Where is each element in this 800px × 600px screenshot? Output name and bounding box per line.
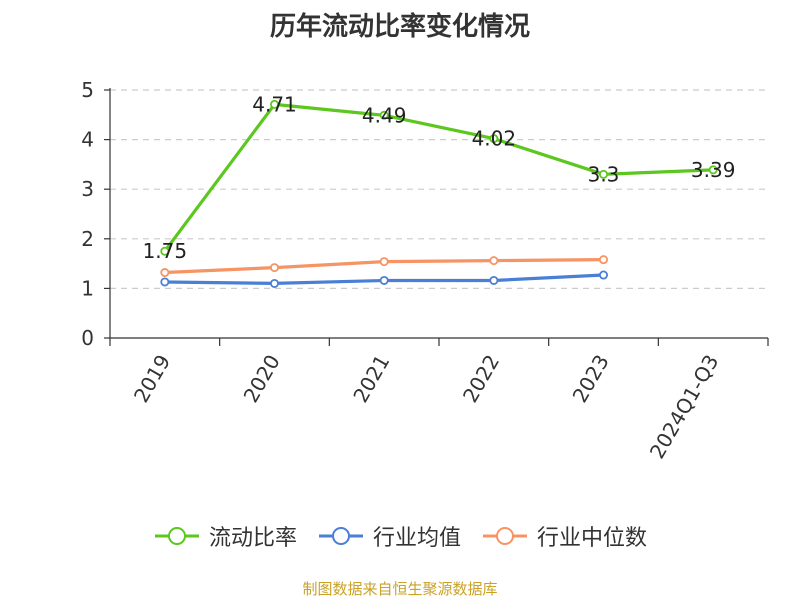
x-tick-label: 2022: [458, 351, 504, 407]
y-tick-label: 2: [81, 227, 94, 251]
series-line: [163, 102, 715, 253]
legend-label: 流动比率: [208, 526, 297, 551]
legend-item-industry-mean[interactable]: 行业均值: [317, 520, 461, 552]
y-tick-label: 1: [81, 276, 94, 300]
data-point[interactable]: [708, 165, 718, 175]
source-note: 制图数据来自恒生聚源数据库: [302, 580, 498, 598]
y-tick-label: 3: [81, 177, 94, 201]
data-label: 4.49: [362, 103, 407, 127]
x-tick-label: 2021: [348, 351, 394, 407]
data-point[interactable]: [379, 110, 389, 120]
legend-swatch-icon: [483, 527, 527, 545]
data-label: 1.75: [143, 239, 188, 263]
legend-swatch-icon: [318, 527, 363, 545]
legend: 流动比率 行业均值 行业中位数: [0, 520, 800, 552]
data-point[interactable]: [269, 278, 279, 288]
data-label: 3.39: [691, 158, 736, 182]
data-point[interactable]: [160, 246, 170, 256]
data-point[interactable]: [599, 169, 609, 179]
x-tick-label: 2019: [129, 351, 175, 407]
data-point[interactable]: [489, 275, 499, 285]
x-tick-label: 2024Q1-Q3: [645, 351, 724, 463]
data-point[interactable]: [599, 255, 609, 265]
legend-swatch-icon: [154, 527, 199, 545]
legend-label: 行业中位数: [537, 526, 648, 551]
data-point[interactable]: [379, 257, 389, 267]
y-tick-label: 4: [81, 128, 94, 152]
data-label: 3.3: [588, 162, 620, 186]
y-tick-label: 5: [81, 78, 94, 102]
data-point[interactable]: [160, 277, 170, 287]
data-point[interactable]: [379, 275, 389, 285]
x-tick-label: 2020: [239, 351, 285, 407]
y-tick-label: 0: [81, 326, 94, 350]
data-point[interactable]: [160, 268, 170, 278]
legend-label: 行业均值: [372, 526, 461, 551]
data-label: 4.02: [472, 127, 517, 151]
x-tick-label: 2023: [568, 351, 614, 407]
chart-title: 历年流动比率变化情况: [269, 12, 530, 42]
data-label: 4.71: [252, 92, 297, 116]
legend-item-current-ratio[interactable]: 流动比率: [153, 520, 297, 552]
data-point[interactable]: [599, 270, 609, 280]
data-point[interactable]: [489, 134, 499, 144]
data-point[interactable]: [489, 256, 499, 266]
legend-item-industry-median[interactable]: 行业中位数: [481, 520, 647, 552]
data-point[interactable]: [269, 99, 279, 109]
data-point[interactable]: [269, 263, 279, 273]
